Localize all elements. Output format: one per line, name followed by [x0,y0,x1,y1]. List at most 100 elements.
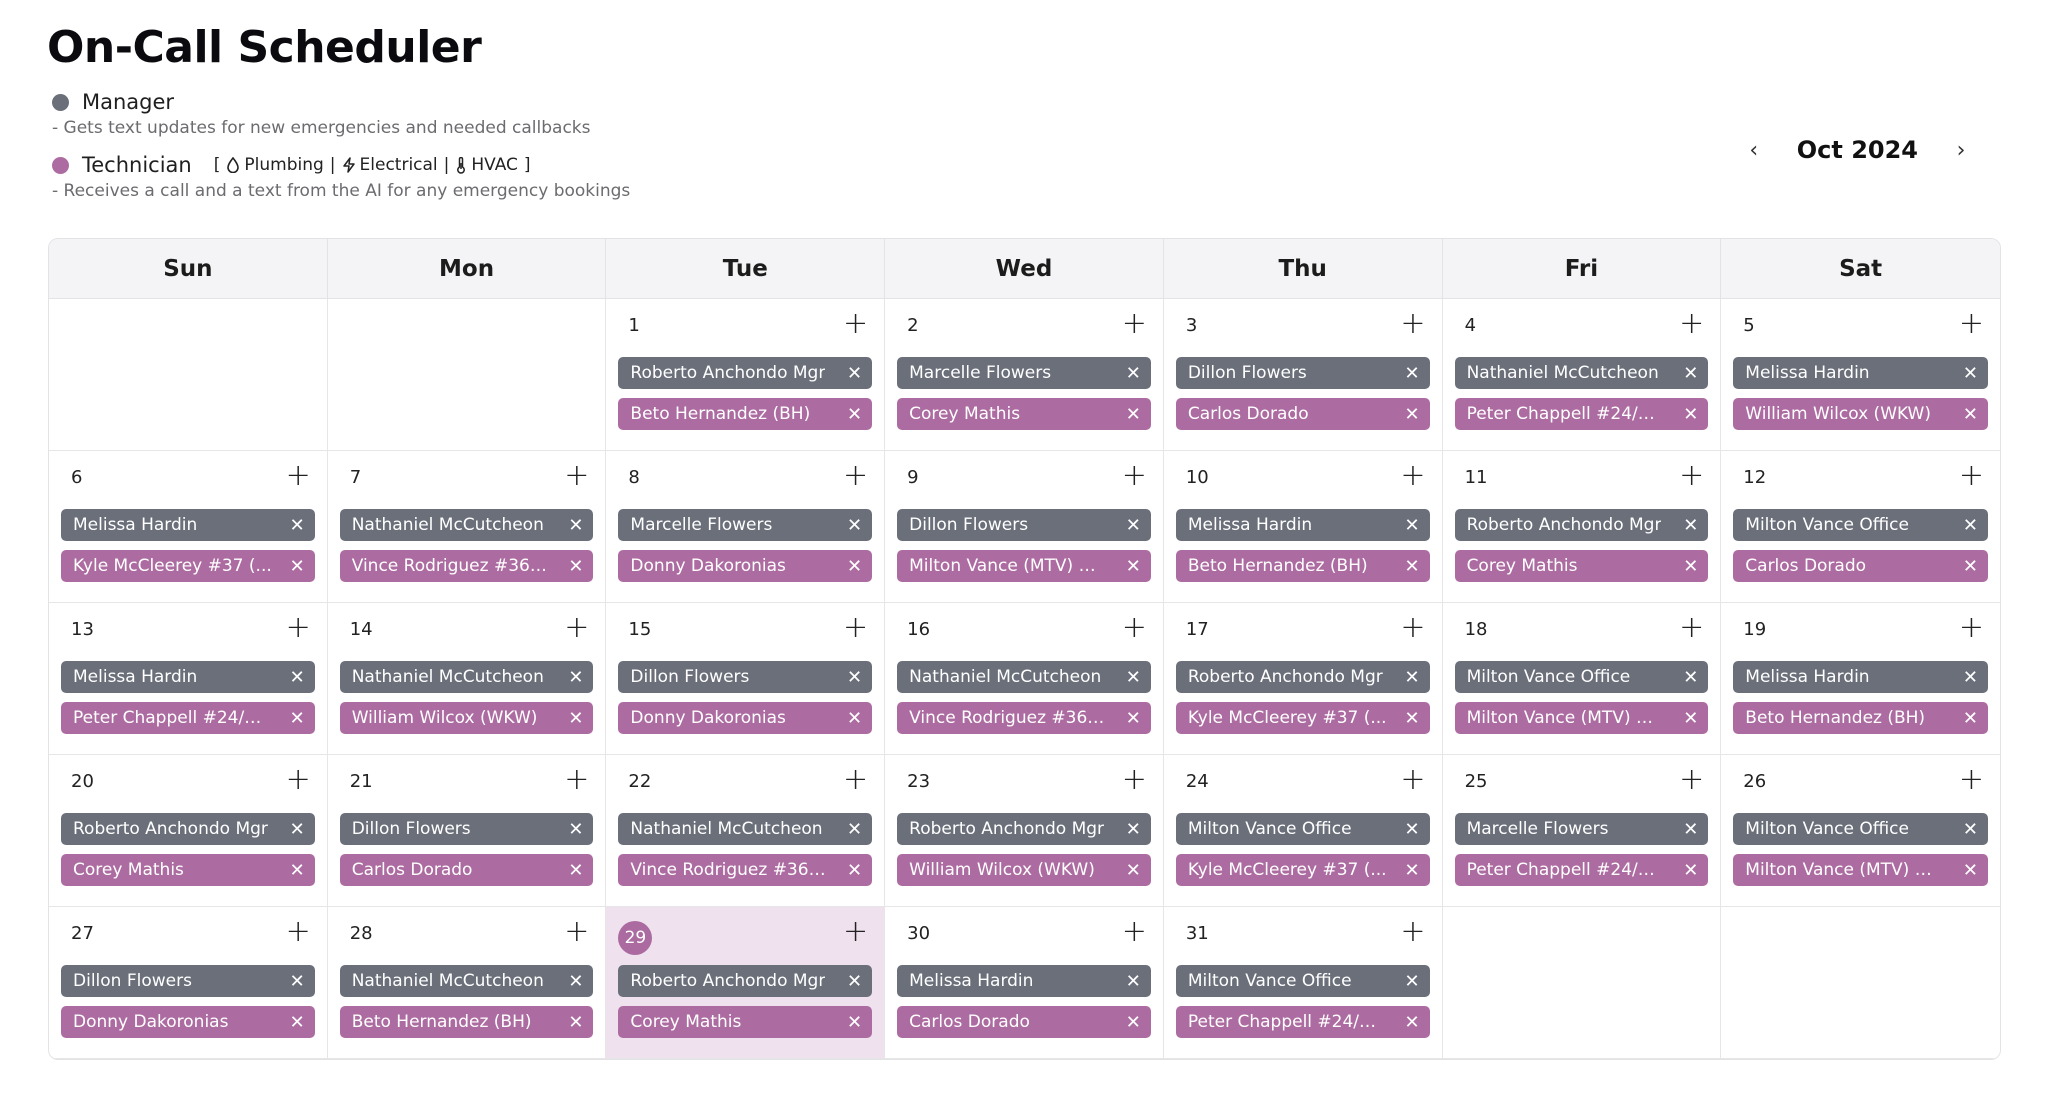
technician-assignment-chip[interactable]: Beto Hernandez (BH) ✕ [339,1006,594,1038]
manager-assignment-chip[interactable]: Roberto Anchondo Mgr ✕ [61,813,315,845]
manager-assignment-chip[interactable]: Milton Vance Office ✕ [1454,661,1709,693]
manager-assignment-chip[interactable]: Melissa Hardin ✕ [1175,509,1430,541]
manager-assignment-chip[interactable]: Marcelle Flowers ✕ [1454,813,1709,845]
remove-assignment-icon[interactable]: ✕ [289,970,305,992]
remove-assignment-icon[interactable]: ✕ [289,818,305,840]
remove-assignment-icon[interactable]: ✕ [1962,818,1978,840]
add-assignment-button[interactable]: + [843,610,869,645]
remove-assignment-icon[interactable]: ✕ [1125,1011,1141,1033]
add-assignment-button[interactable]: + [1121,762,1147,797]
technician-assignment-chip[interactable]: Corey Mathis ✕ [1454,550,1709,582]
remove-assignment-icon[interactable]: ✕ [289,666,305,688]
technician-assignment-chip[interactable]: Milton Vance (MTV) #22 ✕ [1733,854,1988,886]
technician-assignment-chip[interactable]: William Wilcox (WKW) ✕ [1733,398,1988,430]
remove-assignment-icon[interactable]: ✕ [1683,818,1699,840]
remove-assignment-icon[interactable]: ✕ [847,555,863,577]
remove-assignment-icon[interactable]: ✕ [1404,970,1420,992]
technician-assignment-chip[interactable]: Peter Chappell #24/#1... ✕ [1454,854,1709,886]
remove-assignment-icon[interactable]: ✕ [847,403,863,425]
manager-assignment-chip[interactable]: Nathaniel McCutcheon ✕ [339,965,594,997]
manager-assignment-chip[interactable]: Roberto Anchondo Mgr ✕ [618,965,873,997]
add-assignment-button[interactable]: + [1400,762,1426,797]
remove-assignment-icon[interactable]: ✕ [1683,707,1699,729]
technician-assignment-chip[interactable]: Donny Dakoronias ✕ [618,550,873,582]
remove-assignment-icon[interactable]: ✕ [1125,403,1141,425]
add-assignment-button[interactable]: + [1121,610,1147,645]
remove-assignment-icon[interactable]: ✕ [1962,666,1978,688]
manager-assignment-chip[interactable]: Milton Vance Office ✕ [1733,813,1988,845]
remove-assignment-icon[interactable]: ✕ [568,514,584,536]
technician-assignment-chip[interactable]: Donny Dakoronias ✕ [618,702,873,734]
remove-assignment-icon[interactable]: ✕ [1125,362,1141,384]
manager-assignment-chip[interactable]: Roberto Anchondo Mgr ✕ [897,813,1151,845]
manager-assignment-chip[interactable]: Melissa Hardin ✕ [61,661,315,693]
technician-assignment-chip[interactable]: Beto Hernandez (BH) ✕ [618,398,873,430]
manager-assignment-chip[interactable]: Milton Vance Office ✕ [1733,509,1988,541]
remove-assignment-icon[interactable]: ✕ [289,859,305,881]
remove-assignment-icon[interactable]: ✕ [1404,1011,1420,1033]
manager-assignment-chip[interactable]: Melissa Hardin ✕ [1733,357,1988,389]
remove-assignment-icon[interactable]: ✕ [1404,403,1420,425]
remove-assignment-icon[interactable]: ✕ [1404,818,1420,840]
technician-assignment-chip[interactable]: Kyle McCleerey #37 (... ✕ [1175,854,1430,886]
add-assignment-button[interactable]: + [564,914,590,949]
remove-assignment-icon[interactable]: ✕ [1962,707,1978,729]
technician-assignment-chip[interactable]: Kyle McCleerey #37 (... ✕ [1175,702,1430,734]
manager-assignment-chip[interactable]: Nathaniel McCutcheon ✕ [339,509,594,541]
manager-assignment-chip[interactable]: Dillon Flowers ✕ [339,813,594,845]
remove-assignment-icon[interactable]: ✕ [568,666,584,688]
remove-assignment-icon[interactable]: ✕ [1962,362,1978,384]
remove-assignment-icon[interactable]: ✕ [1404,555,1420,577]
remove-assignment-icon[interactable]: ✕ [1683,514,1699,536]
manager-assignment-chip[interactable]: Roberto Anchondo Mgr ✕ [1175,661,1430,693]
manager-assignment-chip[interactable]: Roberto Anchondo Mgr ✕ [618,357,873,389]
remove-assignment-icon[interactable]: ✕ [289,1011,305,1033]
remove-assignment-icon[interactable]: ✕ [1125,970,1141,992]
add-assignment-button[interactable]: + [843,458,869,493]
add-assignment-button[interactable]: + [1121,306,1147,341]
manager-assignment-chip[interactable]: Marcelle Flowers ✕ [618,509,873,541]
add-assignment-button[interactable]: + [843,306,869,341]
manager-assignment-chip[interactable]: Nathaniel McCutcheon ✕ [897,661,1151,693]
remove-assignment-icon[interactable]: ✕ [1404,362,1420,384]
remove-assignment-icon[interactable]: ✕ [847,362,863,384]
prev-month-button[interactable]: ‹ [1749,137,1759,163]
remove-assignment-icon[interactable]: ✕ [1125,555,1141,577]
remove-assignment-icon[interactable]: ✕ [1125,514,1141,536]
remove-assignment-icon[interactable]: ✕ [1962,555,1978,577]
technician-assignment-chip[interactable]: Peter Chappell #24/#1... ✕ [61,702,315,734]
remove-assignment-icon[interactable]: ✕ [568,818,584,840]
manager-assignment-chip[interactable]: Dillon Flowers ✕ [897,509,1151,541]
add-assignment-button[interactable]: + [1400,914,1426,949]
technician-assignment-chip[interactable]: Beto Hernandez (BH) ✕ [1733,702,1988,734]
technician-assignment-chip[interactable]: Peter Chappell #24/#1... ✕ [1454,398,1709,430]
remove-assignment-icon[interactable]: ✕ [1962,403,1978,425]
technician-assignment-chip[interactable]: Beto Hernandez (BH) ✕ [1175,550,1430,582]
remove-assignment-icon[interactable]: ✕ [1125,666,1141,688]
technician-assignment-chip[interactable]: Milton Vance (MTV) #... ✕ [1454,702,1709,734]
add-assignment-button[interactable]: + [1400,458,1426,493]
remove-assignment-icon[interactable]: ✕ [1962,859,1978,881]
technician-assignment-chip[interactable]: Vince Rodriguez #36 (... ✕ [618,854,873,886]
add-assignment-button[interactable]: + [285,762,311,797]
manager-assignment-chip[interactable]: Milton Vance Office ✕ [1175,965,1430,997]
remove-assignment-icon[interactable]: ✕ [1404,666,1420,688]
add-assignment-button[interactable]: + [564,458,590,493]
remove-assignment-icon[interactable]: ✕ [847,707,863,729]
remove-assignment-icon[interactable]: ✕ [847,970,863,992]
add-assignment-button[interactable]: + [1958,762,1984,797]
remove-assignment-icon[interactable]: ✕ [289,514,305,536]
technician-assignment-chip[interactable]: Carlos Dorado ✕ [897,1006,1151,1038]
manager-assignment-chip[interactable]: Melissa Hardin ✕ [61,509,315,541]
remove-assignment-icon[interactable]: ✕ [289,555,305,577]
remove-assignment-icon[interactable]: ✕ [1125,859,1141,881]
remove-assignment-icon[interactable]: ✕ [1404,859,1420,881]
remove-assignment-icon[interactable]: ✕ [1683,666,1699,688]
remove-assignment-icon[interactable]: ✕ [289,707,305,729]
manager-assignment-chip[interactable]: Dillon Flowers ✕ [61,965,315,997]
add-assignment-button[interactable]: + [1958,610,1984,645]
manager-assignment-chip[interactable]: Nathaniel McCutcheon ✕ [339,661,594,693]
technician-assignment-chip[interactable]: Kyle McCleerey #37 (... ✕ [61,550,315,582]
technician-assignment-chip[interactable]: Corey Mathis ✕ [618,1006,873,1038]
technician-assignment-chip[interactable]: Milton Vance (MTV) #... ✕ [897,550,1151,582]
